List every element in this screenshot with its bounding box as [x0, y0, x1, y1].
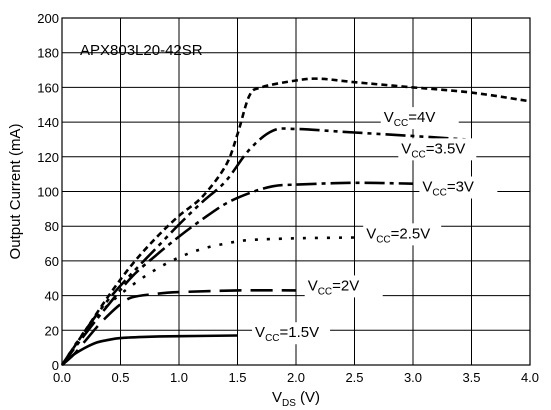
series-label-suffix: =4V	[408, 109, 435, 126]
series-line	[60, 181, 414, 366]
series-label: VCC=3.5V	[401, 140, 465, 160]
x-tick-label: 3.0	[404, 370, 422, 385]
series-line	[60, 127, 466, 366]
series-label: VCC=3V	[422, 179, 474, 199]
plot-frame	[61, 17, 531, 366]
series-label-main: V	[255, 324, 265, 341]
series-label-background	[380, 107, 459, 130]
y-tick-label: 180	[37, 46, 59, 61]
chart-title: APX803L20-42SR	[80, 42, 203, 59]
x-tick-label: 0.5	[111, 370, 129, 385]
y-axis-label: Output Current (mA)	[7, 124, 24, 260]
series-label-sub: CC	[265, 333, 279, 344]
y-tick-label: 20	[45, 323, 59, 338]
y-tick-label: 160	[37, 80, 59, 95]
y-tick-label: 40	[45, 289, 59, 304]
y-tick-label: 200	[37, 11, 59, 26]
series-label-main: V	[422, 179, 432, 196]
x-tick-label: 2.0	[287, 370, 305, 385]
series-line	[61, 288, 297, 366]
series-label-sub: CC	[318, 286, 332, 297]
y-tick-label: 80	[45, 219, 59, 234]
series-label: VCC=4V	[384, 109, 436, 129]
series-label-background	[419, 176, 498, 199]
series-label-suffix: =2.5V	[391, 225, 431, 242]
y-tick-label: 120	[37, 150, 59, 165]
series-label-background	[398, 138, 477, 161]
series-label-background	[304, 275, 383, 298]
series-label-sub: CC	[376, 234, 390, 245]
x-axis-label-suffix: (V)	[296, 389, 320, 406]
series-label-main: V	[366, 225, 376, 242]
y-tick-label: 60	[45, 254, 59, 269]
series-label-suffix: =3.5V	[426, 140, 466, 157]
series-label-background	[363, 223, 442, 246]
series-line	[60, 77, 531, 366]
x-tick-label: 0.0	[53, 370, 71, 385]
series-labels: VCC=1.5VVCC=2VVCC=2.5VVCC=3VVCC=3.5VVCC=…	[252, 107, 498, 345]
series-label: VCC=2.5V	[366, 225, 430, 245]
series-label-main: V	[401, 140, 411, 157]
series-label-sub: CC	[432, 188, 446, 199]
y-tick-label: 140	[37, 115, 59, 130]
x-tick-label: 1.0	[170, 370, 188, 385]
series-label-suffix: =1.5V	[280, 324, 320, 341]
series-lines	[60, 77, 531, 366]
x-tick-label: 4.0	[521, 370, 539, 385]
x-axis-label-sub: DS	[282, 398, 296, 409]
x-tick-label: 3.5	[462, 370, 480, 385]
x-axis-label: VDS (V)	[272, 389, 320, 409]
y-tick-label: 0	[52, 358, 59, 373]
x-tick-label: 2.5	[345, 370, 363, 385]
series-label-sub: CC	[394, 118, 408, 129]
series-label: VCC=1.5V	[255, 324, 319, 344]
series-label: VCC=2V	[308, 277, 360, 297]
x-axis-label-main: V	[272, 389, 282, 406]
series-label-main: V	[384, 109, 394, 126]
series-label-suffix: =2V	[332, 277, 359, 294]
series-label-main: V	[308, 277, 318, 294]
y-tick-label: 100	[37, 185, 59, 200]
tick-labels: 0.0 0.5 1.0 1.5 2.0 2.5 3.0 3.5 4.0 0 20 40 60 80 100 1…	[37, 11, 539, 385]
series-label-suffix: =3V	[447, 179, 474, 196]
series-label-sub: CC	[411, 149, 425, 160]
series-label-background	[252, 322, 331, 345]
x-tick-label: 1.5	[228, 370, 246, 385]
